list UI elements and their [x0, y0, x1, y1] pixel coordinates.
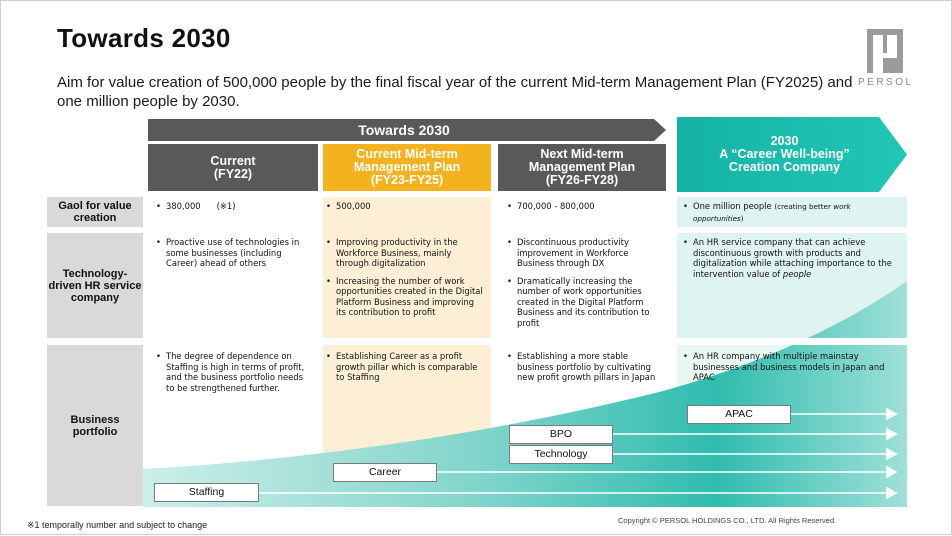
- page-title: Towards 2030: [57, 23, 231, 53]
- copyright: Copyright © PERSOL HOLDINGS CO., LTD. Al…: [618, 516, 837, 525]
- column-header-current: Current (FY22): [148, 144, 318, 191]
- goal-2030: • One million people (creating better wor…: [683, 201, 851, 223]
- row-label-technology: Technology-driven HR service company: [47, 233, 143, 338]
- portfolio-mid: • Establishing Career as a profit growth …: [326, 351, 478, 382]
- persol-logo-icon: [867, 29, 903, 73]
- business-staffing: Staffing: [154, 483, 259, 502]
- column-header-2030-arrow: [677, 117, 907, 192]
- business-bpo: BPO: [509, 425, 613, 444]
- business-apac: APAC: [687, 405, 791, 424]
- logo-text: PERSOL: [858, 77, 914, 88]
- tech-next: • Discontinuous productivity improvement …: [507, 237, 650, 328]
- business-technology: Technology: [509, 445, 613, 464]
- towards-2030-banner-arrow: [148, 119, 666, 141]
- goal-2030-fill: [677, 197, 907, 227]
- column-header-current-mid-term: Current Mid-term Management Plan (FY23-FY2…: [323, 144, 491, 191]
- footnote: ※1 temporally number and subject to chan…: [27, 520, 208, 530]
- growth-curve-graphic: [143, 281, 907, 507]
- banner-label: Towards 2030: [358, 122, 450, 138]
- business-career: Career: [333, 463, 437, 482]
- portfolio-current: • The degree of dependence on Staffing is…: [156, 351, 305, 393]
- goal-current: • 380,000 (※1): [156, 201, 236, 211]
- column-header-2030: 2030 A “Career Well-being” Creation Compan…: [719, 134, 850, 174]
- goal-next: • 700,000 - 800,000: [507, 201, 595, 211]
- row-label-goal: Gaol for value creation: [47, 197, 143, 227]
- row-label-portfolio: Business portfolio: [47, 345, 143, 506]
- page-subtitle: Aim for value creation of 500,000 people…: [57, 74, 853, 110]
- tech-2030: • An HR service company that can achieve …: [683, 237, 892, 279]
- tech-current: • Proactive use of technologies in some b…: [156, 237, 300, 268]
- portfolio-next: • Establishing a more stable business por…: [507, 351, 656, 382]
- portfolio-2030: • An HR company with multiple mainstay bu…: [683, 351, 885, 382]
- tech-mid: • Improving productivity in the Workforce…: [326, 237, 483, 317]
- column-header-next-mid-term: Next Mid-term Management Plan (FY26-FY28): [498, 144, 666, 191]
- goal-mid: • 500,000: [326, 201, 371, 211]
- row-gap: [143, 338, 907, 345]
